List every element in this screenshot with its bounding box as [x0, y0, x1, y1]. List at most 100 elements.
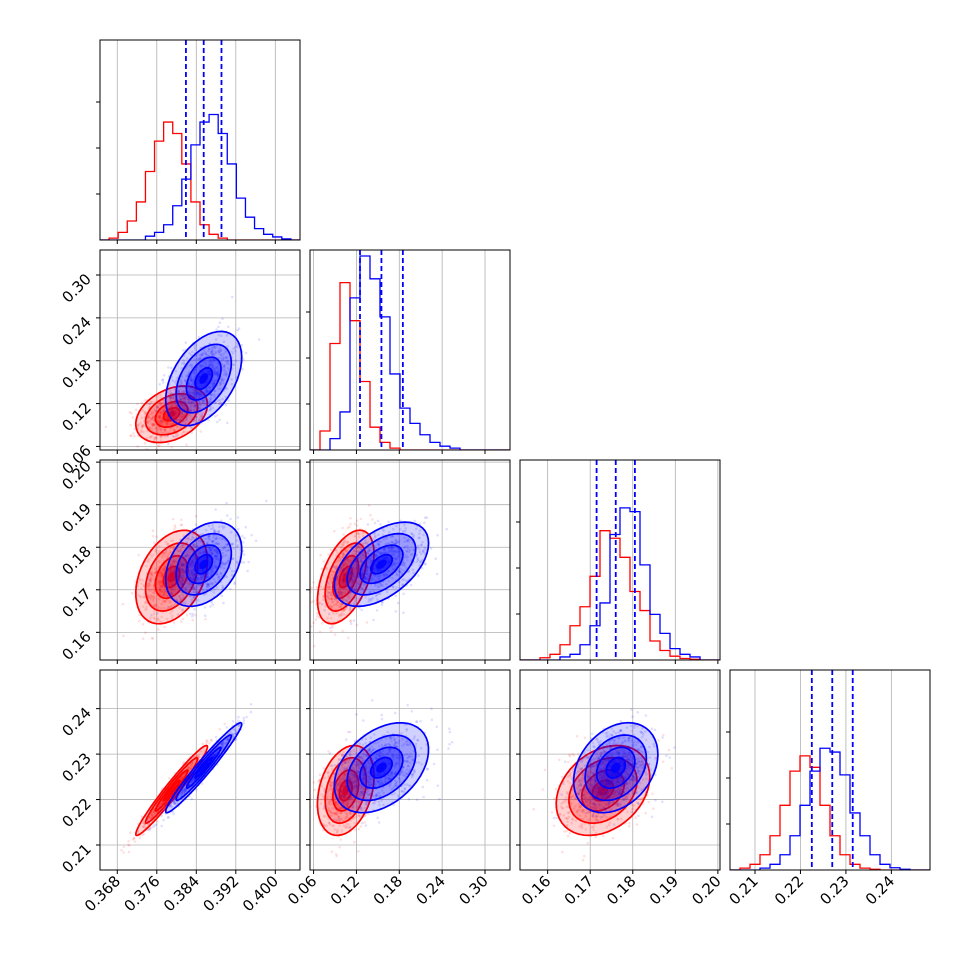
sample-point — [169, 563, 172, 567]
sample-point — [195, 754, 198, 758]
sample-point — [166, 542, 170, 546]
sample-point — [359, 596, 362, 600]
sample-point — [393, 556, 396, 560]
sample-point — [160, 574, 164, 578]
sample-point — [330, 597, 334, 600]
sample-point — [173, 401, 177, 405]
sample-point — [162, 431, 165, 434]
sample-point — [140, 425, 144, 428]
sample-point — [254, 539, 258, 542]
sample-point — [236, 516, 240, 519]
sample-point — [361, 556, 365, 560]
sample-point — [382, 573, 386, 577]
sample-point — [213, 564, 217, 567]
sample-point — [193, 607, 196, 611]
sample-point — [186, 409, 190, 412]
sample-point — [195, 556, 199, 559]
sample-point — [142, 832, 146, 836]
sample-point — [195, 585, 199, 588]
sample-point — [372, 589, 375, 593]
sample-point — [425, 516, 428, 519]
sample-point — [316, 612, 319, 615]
sample-point — [356, 545, 359, 549]
sample-point — [160, 574, 164, 578]
sample-point — [147, 415, 150, 418]
sample-point — [158, 579, 162, 582]
sample-point — [201, 416, 204, 420]
sample-point — [188, 352, 191, 355]
contour-blue — [346, 532, 417, 596]
sample-point — [219, 387, 222, 390]
sample-point — [191, 561, 194, 565]
sample-point — [161, 553, 164, 557]
sample-point — [160, 581, 163, 584]
sample-point — [182, 358, 185, 362]
sample-point — [217, 578, 221, 581]
sample-point — [142, 430, 145, 434]
sample-point — [353, 588, 357, 592]
sample-point — [175, 426, 179, 429]
sample-point — [244, 351, 248, 355]
sample-point — [365, 541, 368, 545]
sample-point — [216, 553, 220, 556]
sample-point — [205, 388, 208, 392]
sample-point — [210, 582, 214, 586]
sample-point — [146, 421, 150, 424]
sample-point — [157, 420, 161, 423]
sample-point — [345, 563, 349, 566]
sample-point — [160, 401, 164, 404]
sample-point — [153, 604, 156, 607]
sample-point — [155, 447, 158, 450]
sample-point — [341, 563, 345, 567]
sample-point — [195, 389, 199, 392]
sample-point — [205, 389, 209, 392]
sample-point — [169, 591, 173, 594]
sample-point — [157, 427, 161, 430]
sample-point — [200, 412, 204, 416]
sample-point — [170, 446, 173, 449]
sample-point — [227, 399, 230, 402]
sample-point — [197, 406, 200, 410]
sample-point — [144, 600, 147, 604]
sample-point — [142, 584, 145, 587]
sample-point — [331, 597, 334, 600]
sample-point — [206, 399, 210, 402]
sample-point — [237, 527, 240, 531]
sample-point — [223, 525, 226, 528]
sample-point — [343, 562, 346, 565]
sample-point — [196, 542, 199, 546]
sample-point — [141, 423, 144, 427]
sample-point — [216, 542, 220, 546]
sample-point — [342, 533, 345, 536]
sample-point — [395, 524, 398, 528]
sample-point — [192, 574, 195, 577]
sample-point — [217, 530, 221, 534]
sample-point — [203, 388, 206, 392]
sample-point — [355, 559, 358, 563]
sample-point — [164, 554, 167, 557]
sample-point — [357, 582, 360, 585]
sample-point — [162, 381, 165, 384]
sample-point — [418, 548, 421, 551]
sample-point — [159, 401, 162, 405]
sample-point — [340, 566, 344, 569]
sample-point — [221, 561, 225, 565]
sample-point — [193, 392, 196, 396]
sample-point — [361, 572, 365, 576]
sample-point — [352, 572, 355, 576]
sample-point — [217, 529, 221, 533]
sample-point — [180, 403, 183, 406]
sample-point — [141, 579, 144, 582]
sample-point — [210, 347, 213, 350]
sample-point — [219, 383, 222, 386]
sample-point — [157, 628, 160, 631]
sample-point — [162, 567, 166, 571]
sample-point — [187, 581, 190, 584]
sample-point — [192, 395, 196, 399]
sample-point — [211, 524, 214, 527]
sample-point — [207, 419, 210, 422]
sample-point — [312, 621, 315, 624]
sample-point — [136, 424, 140, 428]
sample-point — [345, 563, 349, 566]
sample-point — [368, 590, 371, 594]
